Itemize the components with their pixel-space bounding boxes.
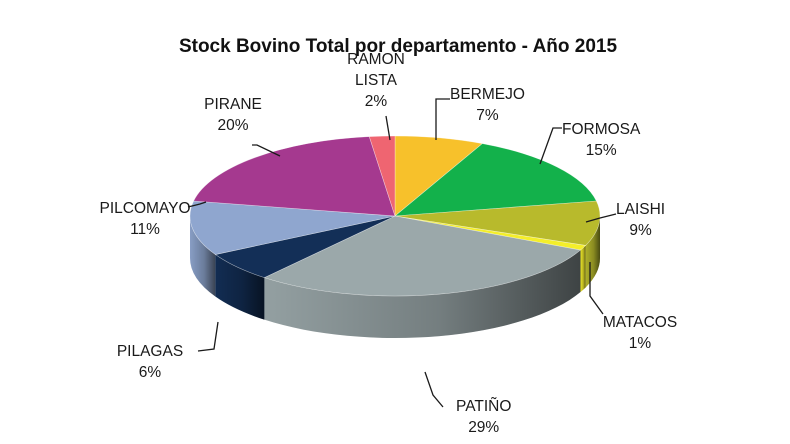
chart-title: Stock Bovino Total por departamento - Añ… (179, 36, 618, 57)
slice-label-matacos: MATACOS 1% (603, 314, 677, 352)
slice-ramon-lista (368, 135, 396, 217)
slice-label-formosa: FORMOSA 15% (562, 121, 641, 159)
leader-line-pirane (252, 144, 281, 157)
leader-line-matacos (589, 262, 604, 315)
leader-line-patiño (424, 371, 444, 408)
leader-line-bermejo (435, 98, 450, 140)
slice-label-pilagas: PILAGAS 6% (117, 343, 183, 381)
slice-label-ramon-lista: RAMON LISTA 2% (347, 51, 405, 110)
leader-line-pilagas (197, 321, 219, 352)
leader-line-ramon-lista (385, 115, 391, 141)
slice-side-laishi (585, 216, 600, 288)
slice-side-pilagas (215, 254, 265, 320)
slice-labels: BERMEJO 7% FORMOSA 15% LAISHI 9% MATACOS 1% PATI… (99, 51, 677, 436)
slice-pirane (193, 136, 396, 217)
slice-label-bermejo: BERMEJO 7% (450, 86, 525, 124)
slice-patiño (263, 215, 582, 297)
pie-top-faces (189, 135, 601, 297)
slice-side-patiño (264, 250, 581, 338)
leader-line-pilcomayo (187, 201, 207, 208)
slice-laishi (394, 200, 601, 246)
leader-line-formosa (539, 127, 562, 165)
slice-label-laishi: LAISHI 9% (616, 201, 665, 239)
leader-line-laishi (585, 213, 617, 223)
slice-side-matacos (580, 245, 586, 293)
slice-pilcomayo (189, 200, 396, 255)
slice-label-pilcomayo: PILCOMAYO 11% (99, 200, 190, 238)
slice-label-patiño: PATIÑO 29% (456, 398, 511, 436)
slice-label-pirane: PIRANE 20% (204, 96, 262, 134)
slice-formosa (394, 143, 597, 217)
